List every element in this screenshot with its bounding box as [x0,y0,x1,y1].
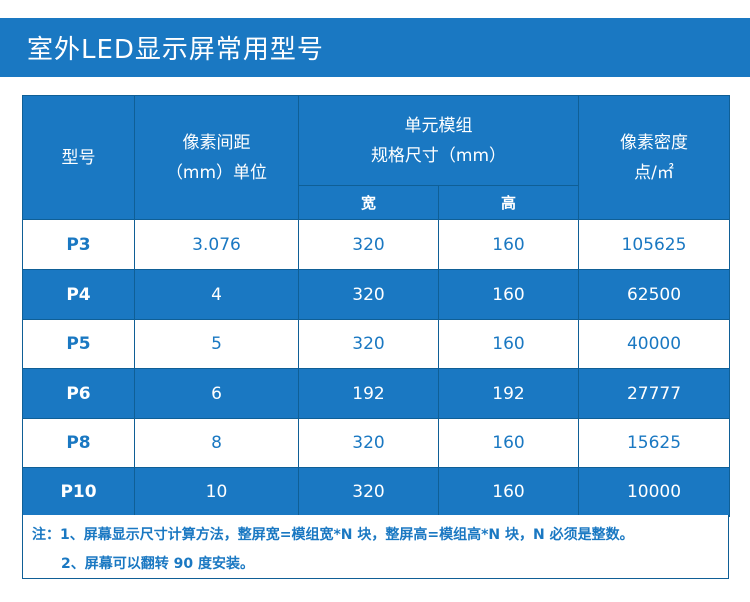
header-module-line1: 单元模组 [404,115,473,136]
header-height: 高 [438,185,579,220]
cell-density: 40000 [578,319,730,369]
cell-density: 10000 [578,467,730,517]
cell-pitch: 8 [134,418,299,468]
title-banner: 室外LED显示屏常用型号 [0,18,750,77]
cell-pitch: 6 [134,368,299,419]
cell-height: 160 [438,319,579,369]
table-row: P8 8 320 160 15625 [22,418,730,468]
header-model: 型号 [22,95,135,220]
led-model-table: 型号 像素间距 （mm）单位 单元模组 规格尺寸（mm） 像素密度 点/㎡ 宽 … [22,95,730,517]
cell-pitch: 4 [134,269,299,320]
cell-pitch: 3.076 [134,219,299,270]
header-pitch: 像素间距 （mm）单位 [134,95,299,220]
note-line-1: 注：1、屏幕显示尺寸计算方法，整屏宽=模组宽*N 块，整屏高=模组高*N 块，N… [32,527,634,543]
cell-width: 320 [298,219,439,270]
cell-density: 62500 [578,269,730,320]
cell-width: 192 [298,368,439,419]
cell-model: P10 [22,467,135,517]
header-pitch-line1: 像素间距 [182,132,251,153]
cell-density: 27777 [578,368,730,419]
cell-height: 160 [438,219,579,270]
table-row: P3 3.076 320 160 105625 [22,219,730,270]
cell-height: 160 [438,467,579,517]
table-row: P5 5 320 160 40000 [22,319,730,369]
header-row: 型号 像素间距 （mm）单位 单元模组 规格尺寸（mm） 像素密度 点/㎡ [22,95,730,220]
cell-density: 15625 [578,418,730,468]
cell-model: P4 [22,269,135,320]
table-row: P4 4 320 160 62500 [22,269,730,320]
header-module-line2: 规格尺寸（mm） [370,145,507,166]
table-row: P10 10 320 160 10000 [22,467,730,517]
cell-height: 192 [438,368,579,419]
cell-height: 160 [438,418,579,468]
cell-pitch: 10 [134,467,299,517]
cell-height: 160 [438,269,579,320]
cell-width: 320 [298,467,439,517]
note-line-2: 2、屏幕可以翻转 90 度安装。 [61,556,254,572]
cell-model: P6 [22,368,135,419]
page-title: 室外LED显示屏常用型号 [27,35,324,65]
header-density-line2: 点/㎡ [634,162,674,183]
cell-model: P8 [22,418,135,468]
cell-model: P5 [22,319,135,369]
header-model-label: 型号 [61,147,96,168]
header-module-size: 单元模组 规格尺寸（mm） [298,95,579,186]
cell-width: 320 [298,319,439,369]
header-density: 像素密度 点/㎡ [578,95,730,220]
cell-width: 320 [298,269,439,320]
header-pitch-line2: （mm）单位 [165,162,268,183]
cell-density: 105625 [578,219,730,270]
notes-box: 注：1、屏幕显示尺寸计算方法，整屏宽=模组宽*N 块，整屏高=模组高*N 块，N… [22,515,729,579]
header-width: 宽 [298,185,439,220]
cell-pitch: 5 [134,319,299,369]
cell-width: 320 [298,418,439,468]
table-row: P6 6 192 192 27777 [22,368,730,419]
header-density-line1: 像素密度 [620,132,688,153]
subheader-row: 宽 高 [23,185,730,220]
cell-model: P3 [22,219,135,270]
